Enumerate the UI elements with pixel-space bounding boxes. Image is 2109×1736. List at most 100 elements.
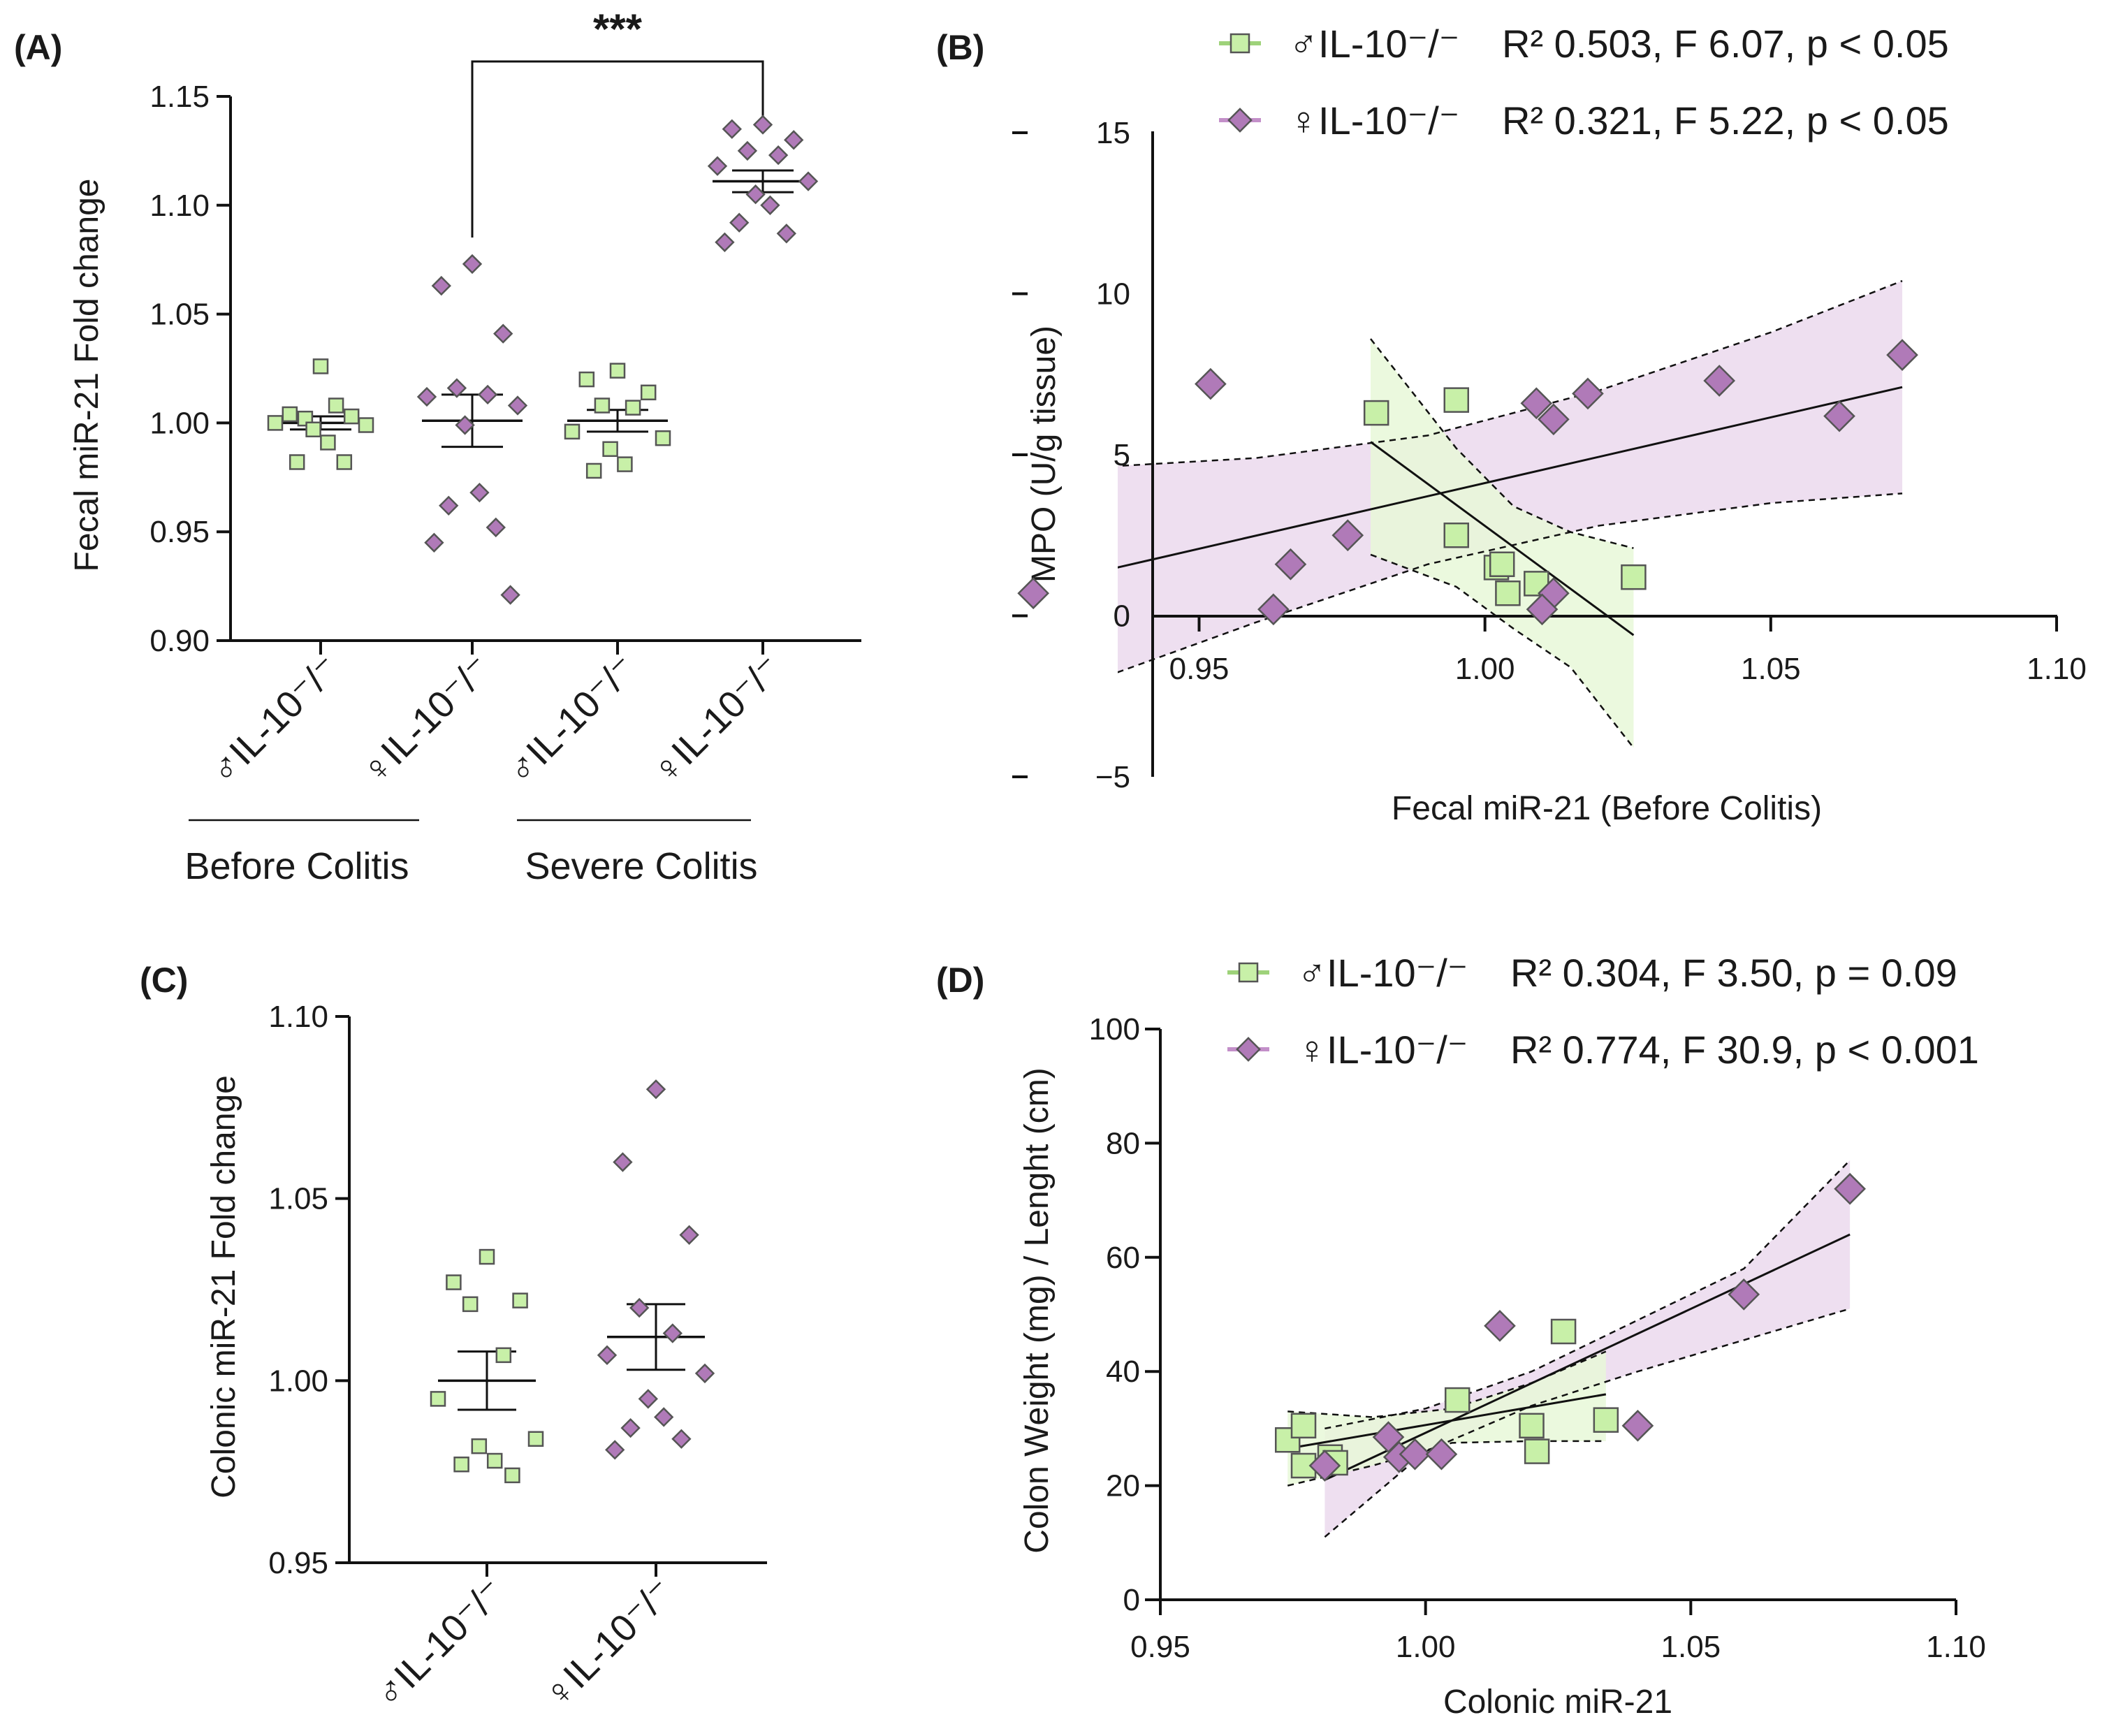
panel-b-y-tick-label: −5: [1095, 760, 1130, 794]
panel-a-point-female: [768, 145, 789, 166]
panel-d-point-female: [1728, 1278, 1760, 1311]
panel-a-point-female: [729, 212, 750, 233]
panel-d-fit-line-male: [1287, 1393, 1607, 1450]
panel-a-point-male: [655, 430, 671, 446]
panel-c-point-male: [430, 1391, 446, 1407]
panel-a-y-axis-title: Fecal miR-21 Fold change: [68, 179, 105, 572]
panel-c-point-male: [462, 1296, 479, 1313]
panel-d-point-male: [1550, 1318, 1577, 1345]
panel-b-legend-stats-female: R² 0.321, F 5.22, p < 0.05: [1502, 99, 1949, 143]
panel-a-point-male: [594, 397, 611, 414]
panel-a-label: (A): [14, 28, 62, 67]
panel-a-category-label: ♀IL-10⁻/⁻: [353, 647, 499, 793]
panel-d-point-female: [1308, 1450, 1341, 1482]
panel-c-category-label: ♂IL-10⁻/⁻: [366, 1570, 512, 1716]
panel-b-fit-line-female: [1118, 386, 1903, 569]
panel-a-point-female: [493, 323, 513, 344]
panel-d-legend-stats-male: R² 0.304, F 3.50, p = 0.09: [1510, 951, 1957, 995]
panel-b-point-female: [1257, 593, 1290, 626]
panel-d-ci-band-female: [1324, 1160, 1851, 1538]
panel-a-point-male: [358, 417, 374, 433]
panel-a-point-male: [564, 423, 581, 440]
panel-a-point-female: [798, 171, 819, 191]
panel-c: (C) Colonic miR-21 Fold change 0.95 1.00 1…: [140, 961, 767, 1716]
panel-b-x-tick-label: 1.10: [2027, 652, 2087, 686]
panel-d-y-tick-label: 80: [1106, 1126, 1140, 1160]
panel-a-point-female: [446, 378, 467, 398]
panel-c-point-female: [605, 1440, 625, 1460]
panel-d-ci-line-male: [1287, 1350, 1607, 1418]
panel-b-point-male: [1489, 551, 1515, 577]
panel-c-point-male: [504, 1467, 520, 1484]
panel-d-point-female: [1834, 1172, 1866, 1205]
panel-d-y-tick-label: 40: [1106, 1355, 1140, 1389]
panel-c-y-tick-label: 1.00: [268, 1364, 328, 1398]
panel-a-y-tick-label: 0.95: [149, 515, 210, 549]
panel-a-significance-bracket: [471, 60, 764, 238]
panel-d-y-tick-label: 100: [1089, 1012, 1140, 1046]
panel-a-point-male: [343, 408, 360, 425]
panel-d-y-tick-label: 0: [1123, 1583, 1140, 1617]
panel-a-point-male: [625, 400, 641, 416]
panel-b-point-male: [1363, 400, 1389, 426]
panel-d-legend-label-male: ♂IL-10⁻/⁻: [1297, 951, 1468, 995]
panel-a-point-male: [602, 441, 618, 458]
panel-b-ci-line-female: [1118, 493, 1903, 673]
panel-a-point-female: [416, 386, 437, 407]
panel-c-point-male: [453, 1456, 469, 1473]
panel-d-point-female: [1484, 1309, 1516, 1342]
panel-d-ci-line-female: [1324, 1160, 1851, 1430]
panel-a-point-female: [745, 184, 766, 205]
panel-c-point-female: [629, 1297, 650, 1318]
panel-d-point-male: [1274, 1427, 1301, 1453]
panel-b-point-female: [1572, 377, 1604, 410]
panel-a-point-female: [715, 232, 735, 252]
panel-a-point-female: [424, 532, 444, 553]
panel-a-point-male: [336, 454, 353, 470]
panel-d-fit-line-female: [1324, 1233, 1851, 1481]
panel-a-point-female: [507, 395, 528, 416]
panel-a-group-label-before: Before Colitis: [184, 845, 409, 887]
panel-d-y-tick-label: 20: [1106, 1469, 1140, 1503]
panel-c-point-female: [645, 1079, 666, 1100]
panel-b-legend-label-female: ♀IL-10⁻/⁻: [1289, 99, 1459, 143]
panel-c-category-label: ♀IL-10⁻/⁻: [535, 1570, 681, 1716]
panel-c-y-tick-label: 1.10: [268, 1000, 328, 1034]
panel-d-x-tick-label: 1.00: [1396, 1630, 1456, 1664]
panel-b-point-female: [1526, 593, 1559, 626]
panel-b-ci-line-male: [1370, 553, 1635, 749]
panel-b-label: (B): [936, 28, 984, 67]
panel-a-point-female: [462, 254, 483, 275]
panel-c-point-male: [479, 1248, 495, 1265]
panel-a-point-female: [439, 495, 459, 516]
panel-c-point-male: [495, 1347, 512, 1364]
panel-b-y-tick-label: 10: [1096, 277, 1130, 312]
panel-b-x-tick-label: 1.05: [1741, 652, 1801, 686]
panel-a-point-female: [752, 115, 773, 135]
panel-d: (D) Colon Weight (mg) / Lenght (cm) Colo…: [936, 951, 1986, 1721]
panel-c-point-female: [694, 1363, 715, 1384]
panel-a-point-male: [282, 406, 298, 423]
panel-a-point-female: [469, 482, 490, 503]
panel-d-label: (D): [936, 961, 984, 1000]
panel-b-y-tick-label: 5: [1114, 438, 1130, 472]
panel-d-legend-stats-female: R² 0.774, F 30.9, p < 0.001: [1510, 1028, 1979, 1072]
panel-b-x-tick-label: 1.00: [1455, 652, 1515, 686]
panel-d-point-female: [1399, 1438, 1431, 1471]
panel-a-y-tick-label: 1.05: [149, 298, 210, 332]
panel-d-x-axis-title: Colonic miR-21: [1443, 1684, 1672, 1721]
panel-a-point-female: [455, 415, 475, 435]
panel-c-point-male: [486, 1452, 503, 1469]
panel-c-point-male: [512, 1292, 528, 1308]
panel-c-point-female: [638, 1389, 658, 1409]
panel-c-point-female: [597, 1345, 618, 1366]
panel-b-point-female: [1017, 577, 1050, 610]
panel-d-point-female: [1621, 1409, 1654, 1442]
panel-d-x-tick-label: 1.05: [1661, 1630, 1721, 1664]
panel-b-fit-line-male: [1370, 441, 1635, 636]
panel-b-point-female: [1195, 367, 1227, 400]
panel-c-point-female: [620, 1417, 641, 1438]
panel-a-point-female: [737, 140, 758, 161]
panel-c-point-female: [613, 1152, 633, 1172]
panel-b-legend-marker-male: [1229, 33, 1250, 54]
